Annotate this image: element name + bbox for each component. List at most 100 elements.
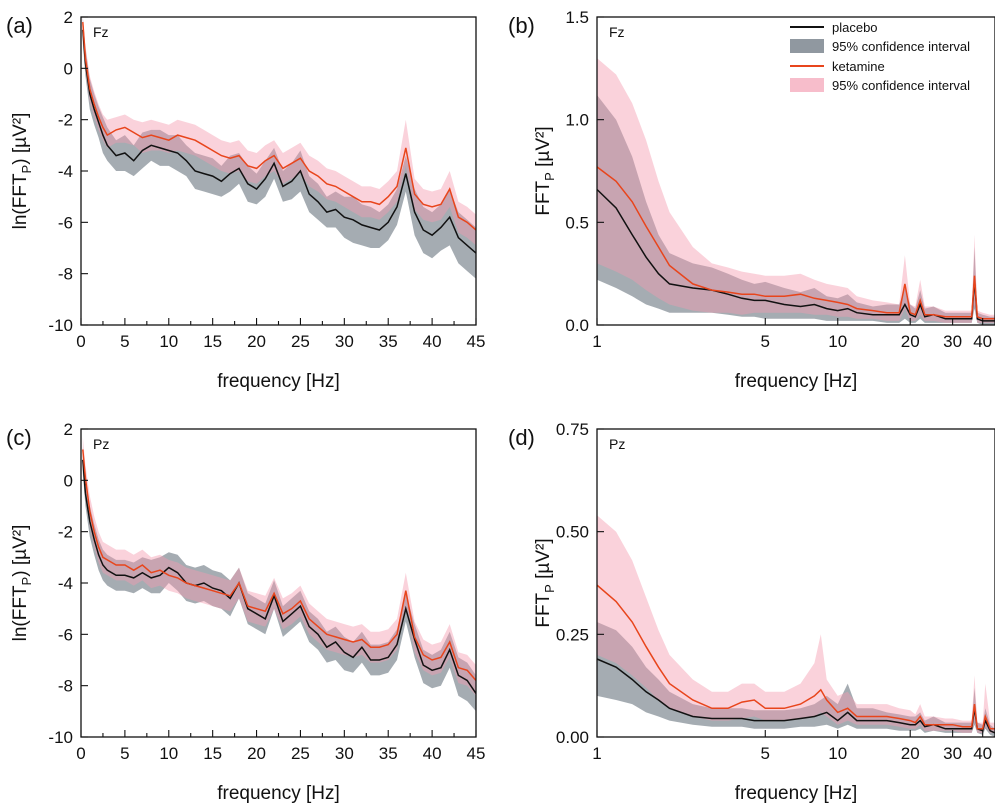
x-tick-label: 30 — [943, 332, 962, 351]
x-tick-label: 10 — [828, 744, 847, 763]
x-tick-label: 10 — [828, 332, 847, 351]
panel-label: (c) — [6, 425, 32, 450]
y-axis-label: ln(FFTP) [µV²] — [10, 525, 34, 642]
series-line-ketamine — [82, 22, 476, 231]
ci-band-placebo — [82, 447, 476, 712]
legend-swatch-placebo-ci — [790, 39, 824, 53]
series-line-placebo — [597, 188, 995, 322]
x-axis-label: frequency [Hz] — [735, 783, 858, 804]
legend-swatch-ketamine-ci — [790, 78, 824, 92]
panel-a: 0 5 10 15 20 25 30 35 40 4520-2-4-6-8-10frequency… — [6, 8, 485, 392]
x-tick-label: 5 — [761, 744, 770, 763]
y-tick-label: 2 — [64, 420, 73, 439]
y-axis-label-main: FFT — [533, 180, 554, 215]
x-tick-label: 45 — [467, 744, 486, 763]
y-tick-label: -8 — [58, 677, 73, 696]
y-tick-label: 0.50 — [556, 523, 589, 542]
x-tick-label: 15 — [203, 332, 222, 351]
ci-band-ketamine — [597, 515, 995, 733]
series-line-ketamine — [597, 166, 995, 320]
x-axis-label: frequency [Hz] — [217, 371, 340, 392]
x-tick-label: 10 — [159, 744, 178, 763]
x-tick-label: 0 — [76, 332, 85, 351]
x-tick-label: 30 — [943, 744, 962, 763]
panel-c: 0 5 10 15 20 25 30 35 40 4520-2-4-6-8-10frequency… — [6, 420, 485, 804]
y-tick-label: -10 — [48, 316, 73, 335]
ci-band-placebo — [597, 622, 995, 737]
y-axis-label: ln(FFTP) [µV²] — [10, 113, 34, 230]
ci-band-ketamine — [82, 17, 476, 246]
panel-d: 1 5 10 20 30 40 0.00 0.25 0.50 0.75 frequency [Hz]… — [508, 420, 995, 804]
legend-label-placebo: placebo — [832, 20, 878, 35]
panels: 0 5 10 15 20 25 30 35 40 4520-2-4-6-8-10frequency… — [6, 8, 995, 804]
x-tick-label: 20 — [901, 744, 920, 763]
channel-label: Fz — [93, 24, 109, 40]
series-line-ketamine — [597, 584, 995, 730]
x-tick-label: 25 — [291, 744, 310, 763]
plot-area — [597, 515, 995, 737]
y-tick-label: 0.0 — [565, 316, 589, 335]
series-line-placebo — [597, 658, 995, 734]
panel-b: 1 5 10 20 30 40 0.0 0.5 1.0 1.5 frequency [Hz] FFTP… — [508, 8, 995, 392]
y-tick-label: 0 — [64, 471, 73, 490]
x-tick-label: 25 — [291, 332, 310, 351]
x-tick-label: 10 — [159, 332, 178, 351]
y-tick-label: 1.0 — [565, 111, 589, 130]
x-tick-label: 20 — [247, 744, 266, 763]
y-tick-label: 2 — [64, 8, 73, 27]
legend: placebo 95% confidence interval ketamine… — [790, 20, 970, 93]
y-tick-label: 0.75 — [556, 420, 589, 439]
plot-frame — [596, 16, 995, 326]
legend-label-ketamine-ci: 95% confidence interval — [832, 78, 970, 93]
x-tick-label: 1 — [592, 744, 601, 763]
x-tick-label: 1 — [592, 332, 601, 351]
plot-area — [82, 17, 476, 279]
legend-label-placebo-ci: 95% confidence interval — [832, 39, 970, 54]
y-axis-label-unit: ) [µV²] — [10, 113, 31, 165]
y-axis-label-unit: [µV²] — [533, 126, 554, 172]
x-tick-label: 20 — [901, 332, 920, 351]
y-axis-label-main: ln(FFT — [10, 585, 31, 641]
panel-label: (a) — [6, 13, 33, 38]
x-tick-label: 5 — [120, 332, 129, 351]
x-tick-label: 40 — [423, 744, 442, 763]
x-tick-label: 45 — [467, 332, 486, 351]
ci-band-ketamine — [597, 58, 995, 323]
y-axis-label-unit: ) [µV²] — [10, 525, 31, 577]
series-line-placebo — [82, 29, 476, 254]
channel-label: Pz — [93, 436, 109, 452]
ci-band-placebo — [597, 95, 995, 325]
x-tick-label: 40 — [973, 744, 992, 763]
y-tick-label: -4 — [58, 162, 73, 181]
y-tick-label: 1.5 — [565, 8, 589, 27]
y-tick-label: 0.25 — [556, 625, 589, 644]
x-tick-label: 20 — [247, 332, 266, 351]
legend-swatch-placebo-line — [790, 26, 824, 28]
plot-area — [597, 58, 995, 325]
y-tick-label: -4 — [58, 574, 73, 593]
y-tick-label: -10 — [48, 728, 73, 747]
x-tick-label: 5 — [120, 744, 129, 763]
y-tick-label: 0 — [64, 59, 73, 78]
y-tick-label: -8 — [58, 265, 73, 284]
x-tick-label: 40 — [973, 332, 992, 351]
y-axis-label-main: ln(FFT — [10, 173, 31, 229]
x-tick-label: 30 — [335, 744, 354, 763]
ci-band-ketamine — [82, 436, 476, 696]
y-tick-label: -6 — [58, 625, 73, 644]
x-tick-label: 0 — [76, 744, 85, 763]
y-axis-label-subscript: P — [19, 165, 34, 174]
x-tick-label: 30 — [335, 332, 354, 351]
plot-area — [82, 436, 476, 712]
y-tick-label: -2 — [58, 523, 73, 542]
x-tick-label: 5 — [761, 332, 770, 351]
y-tick-label: -6 — [58, 213, 73, 232]
legend-label-ketamine: ketamine — [832, 59, 885, 74]
x-tick-label: 35 — [379, 332, 398, 351]
x-tick-label: 15 — [203, 744, 222, 763]
series-line-placebo — [82, 459, 476, 694]
x-axis-label: frequency [Hz] — [735, 371, 858, 392]
series-line-ketamine — [82, 449, 476, 681]
y-axis-label-subscript: P — [542, 172, 557, 181]
x-axis-label: frequency [Hz] — [217, 783, 340, 804]
